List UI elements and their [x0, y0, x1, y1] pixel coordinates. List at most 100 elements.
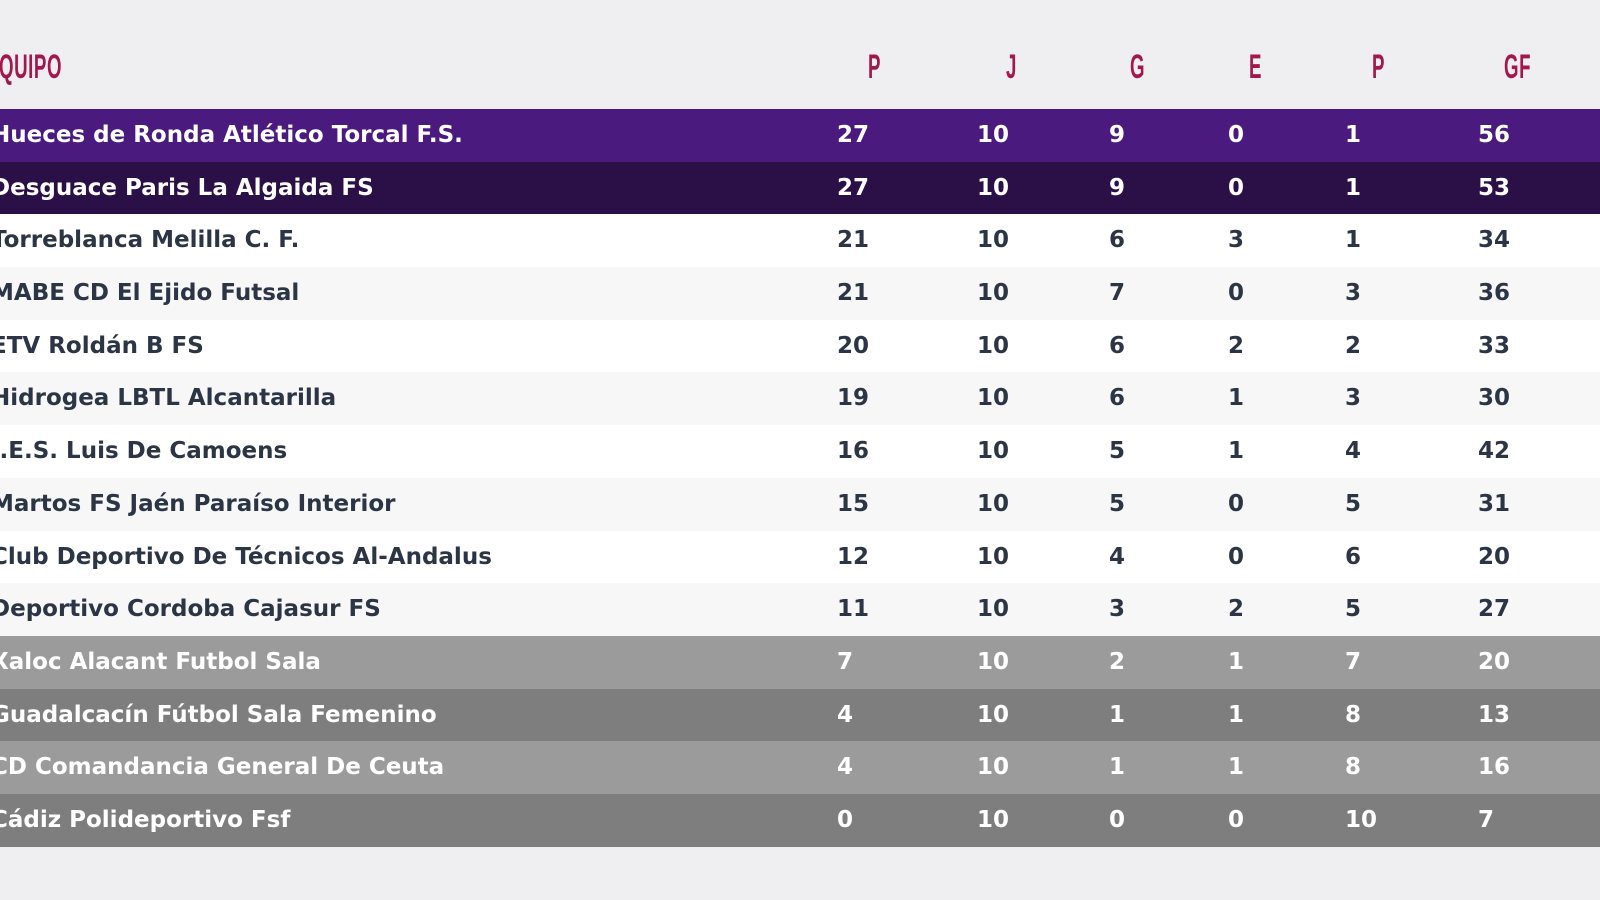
played-cell: 10: [977, 596, 1010, 623]
drawn-cell: 1: [1228, 385, 1245, 412]
points-cell: 12: [837, 543, 870, 570]
won-cell: 5: [1109, 438, 1126, 465]
drawn-cell: 0: [1228, 543, 1245, 570]
table-header: EQUIPO P J G E P GF: [0, 40, 1600, 92]
won-cell: 5: [1109, 490, 1126, 517]
table-row[interactable]: MABE CD El Ejido Futsal 21 10 7 0 3 36: [0, 267, 1600, 320]
points-cell: 4: [837, 701, 854, 728]
played-cell: 10: [977, 543, 1010, 570]
team-name: Cádiz Polideportivo Fsf: [0, 806, 291, 833]
header-goals-for[interactable]: GF: [1504, 48, 1532, 86]
team-name: Deportivo Cordoba Cajasur FS: [0, 596, 381, 623]
table-row[interactable]: Hueces de Ronda Atlético Torcal F.S. 27 10…: [0, 109, 1600, 162]
won-cell: 2: [1109, 648, 1126, 675]
table-row[interactable]: CD Comandancia General De Ceuta 4 10 1 1 8 16: [0, 741, 1600, 794]
table-row[interactable]: Cádiz Polideportivo Fsf 0 10 0 0 10 7: [0, 793, 1600, 847]
lost-cell: 4: [1345, 438, 1362, 465]
lost-cell: 1: [1345, 122, 1362, 148]
lost-cell: 6: [1345, 543, 1362, 570]
goals-for-cell: 53: [1478, 174, 1511, 201]
played-cell: 10: [977, 806, 1010, 833]
played-cell: 10: [977, 122, 1010, 148]
goals-for-cell: 56: [1478, 122, 1511, 148]
drawn-cell: 2: [1228, 332, 1245, 359]
drawn-cell: 0: [1228, 280, 1245, 307]
points-cell: 4: [837, 754, 854, 781]
played-cell: 10: [977, 227, 1010, 254]
drawn-cell: 1: [1228, 701, 1245, 728]
drawn-cell: 0: [1228, 174, 1245, 201]
table-row[interactable]: Hidrogea LBTL Alcantarilla 19 10 6 1 3 30: [0, 372, 1600, 426]
table-row[interactable]: Club Deportivo De Técnicos Al-Andalus 12 1…: [0, 530, 1600, 584]
points-cell: 27: [837, 174, 870, 201]
lost-cell: 3: [1345, 385, 1362, 412]
goals-for-cell: 30: [1478, 385, 1511, 412]
won-cell: 6: [1109, 227, 1126, 254]
won-cell: 7: [1109, 280, 1126, 307]
points-cell: 15: [837, 490, 870, 517]
drawn-cell: 0: [1228, 806, 1245, 833]
drawn-cell: 2: [1228, 596, 1245, 623]
team-name: Torreblanca Melilla C. F.: [0, 227, 300, 254]
table-row[interactable]: ETV Roldán B FS 20 10 6 2 2 33: [0, 319, 1600, 373]
lost-cell: 8: [1345, 754, 1362, 781]
won-cell: 1: [1109, 754, 1126, 781]
played-cell: 10: [977, 701, 1010, 728]
played-cell: 10: [977, 438, 1010, 465]
header-played[interactable]: J: [1006, 48, 1017, 86]
played-cell: 10: [977, 174, 1010, 201]
played-cell: 10: [977, 648, 1010, 675]
header-drawn[interactable]: E: [1249, 48, 1263, 86]
team-name: Xaloc Alacant Futbol Sala: [0, 648, 321, 675]
goals-for-cell: 27: [1478, 596, 1511, 623]
won-cell: 3: [1109, 596, 1126, 623]
lost-cell: 2: [1345, 332, 1362, 359]
won-cell: 4: [1109, 543, 1126, 570]
won-cell: 1: [1109, 701, 1126, 728]
table-row[interactable]: Torreblanca Melilla C. F. 21 10 6 3 1 34: [0, 214, 1600, 268]
table-row[interactable]: Desguace Paris La Algaida FS 27 10 9 0 1 53: [0, 161, 1600, 215]
won-cell: 9: [1109, 122, 1126, 148]
table-row[interactable]: I.E.S. Luis De Camoens 16 10 5 1 4 42: [0, 425, 1600, 478]
team-name: Martos FS Jaén Paraíso Interior: [0, 490, 396, 517]
table-row[interactable]: Deportivo Cordoba Cajasur FS 11 10 3 2 5 27: [0, 583, 1600, 636]
standings-table: Hueces de Ronda Atlético Torcal F.S. 27 10…: [0, 109, 1600, 847]
lost-cell: 1: [1345, 227, 1362, 254]
goals-for-cell: 20: [1478, 543, 1511, 570]
won-cell: 6: [1109, 385, 1126, 412]
points-cell: 20: [837, 332, 870, 359]
team-name: Hueces de Ronda Atlético Torcal F.S.: [0, 122, 463, 148]
points-cell: 19: [837, 385, 870, 412]
table-row[interactable]: Martos FS Jaén Paraíso Interior 15 10 5 0 5 31: [0, 477, 1600, 531]
won-cell: 6: [1109, 332, 1126, 359]
team-name: Desguace Paris La Algaida FS: [0, 174, 374, 201]
points-cell: 21: [837, 227, 870, 254]
goals-for-cell: 16: [1478, 754, 1511, 781]
played-cell: 10: [977, 754, 1010, 781]
drawn-cell: 0: [1228, 490, 1245, 517]
drawn-cell: 1: [1228, 438, 1245, 465]
header-points[interactable]: P: [868, 48, 882, 86]
goals-for-cell: 33: [1478, 332, 1511, 359]
team-name: ETV Roldán B FS: [0, 332, 204, 359]
goals-for-cell: 34: [1478, 227, 1511, 254]
goals-for-cell: 36: [1478, 280, 1511, 307]
goals-for-cell: 7: [1478, 806, 1495, 833]
team-name: Club Deportivo De Técnicos Al-Andalus: [0, 543, 492, 570]
team-name: Hidrogea LBTL Alcantarilla: [0, 385, 337, 412]
header-won[interactable]: G: [1130, 48, 1146, 86]
drawn-cell: 1: [1228, 754, 1245, 781]
header-team[interactable]: EQUIPO: [0, 48, 63, 86]
team-name: CD Comandancia General De Ceuta: [0, 754, 445, 781]
drawn-cell: 3: [1228, 227, 1245, 254]
team-name: Guadalcacín Fútbol Sala Femenino: [0, 701, 437, 728]
table-row[interactable]: Guadalcacín Fútbol Sala Femenino 4 10 1 1 8 13: [0, 688, 1600, 742]
table-row[interactable]: Xaloc Alacant Futbol Sala 7 10 2 1 7 20: [0, 635, 1600, 689]
points-cell: 27: [837, 122, 870, 148]
played-cell: 10: [977, 332, 1010, 359]
played-cell: 10: [977, 490, 1010, 517]
won-cell: 0: [1109, 806, 1126, 833]
lost-cell: 5: [1345, 596, 1362, 623]
team-name: MABE CD El Ejido Futsal: [0, 280, 300, 307]
header-lost[interactable]: P: [1372, 48, 1386, 86]
